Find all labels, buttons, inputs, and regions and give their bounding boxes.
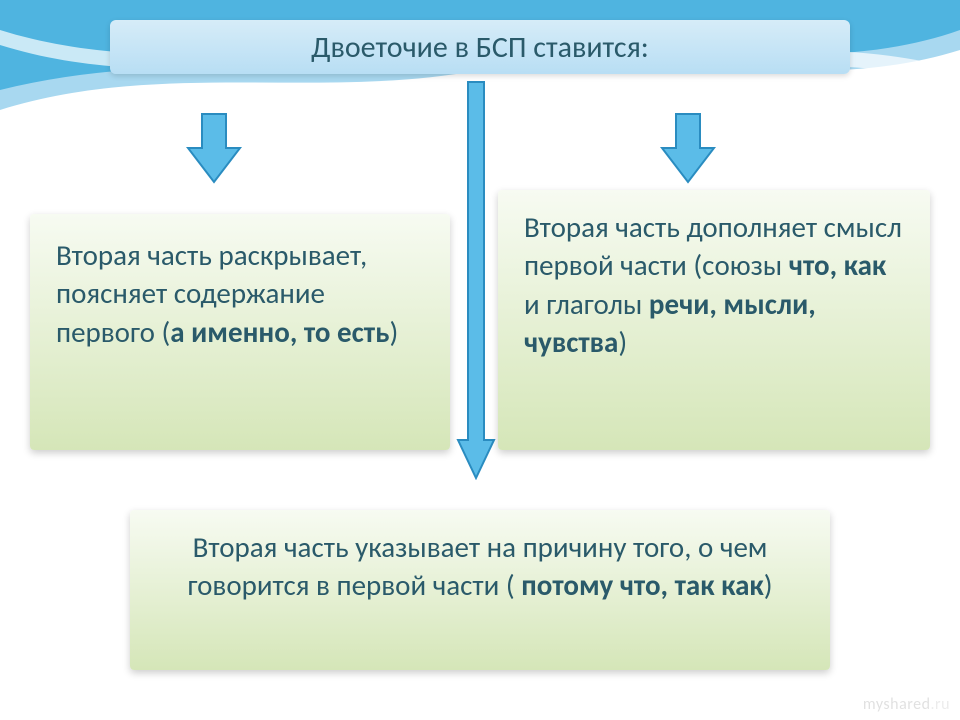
watermark-a: myshared bbox=[863, 695, 931, 714]
arrow-right-icon bbox=[660, 112, 716, 184]
bottom-rule-box: Вторая часть указывает на причину того, … bbox=[130, 510, 830, 670]
text-fragment: ) bbox=[618, 324, 627, 360]
right-rule-text: Вторая часть дополняет смысл первой част… bbox=[524, 208, 904, 361]
title-text: Двоеточие в БСП ставится: bbox=[311, 29, 649, 66]
left-rule-text: Вторая часть раскрывает, поясняет содерж… bbox=[56, 236, 424, 351]
text-fragment: ) bbox=[764, 567, 773, 603]
arrow-left-icon bbox=[186, 112, 242, 184]
text-bold: потому что, так как bbox=[521, 567, 764, 603]
bottom-rule-text: Вторая часть указывает на причину того, … bbox=[160, 528, 800, 605]
text-bold: а именно, то есть bbox=[170, 314, 389, 350]
title-box: Двоеточие в БСП ставится: bbox=[110, 20, 850, 74]
right-rule-box: Вторая часть дополняет смысл первой част… bbox=[498, 190, 930, 450]
text-fragment: ) bbox=[389, 314, 398, 350]
text-bold: что, как bbox=[789, 247, 886, 283]
watermark-b: .ru bbox=[930, 695, 950, 714]
left-rule-box: Вторая часть раскрывает, поясняет содерж… bbox=[30, 214, 450, 450]
text-fragment: и глаголы bbox=[524, 286, 649, 322]
watermark: myshared.ru bbox=[863, 695, 950, 714]
arrow-mid-icon bbox=[456, 80, 496, 480]
slide: Двоеточие в БСП ставится: Вторая часть р… bbox=[0, 0, 960, 720]
